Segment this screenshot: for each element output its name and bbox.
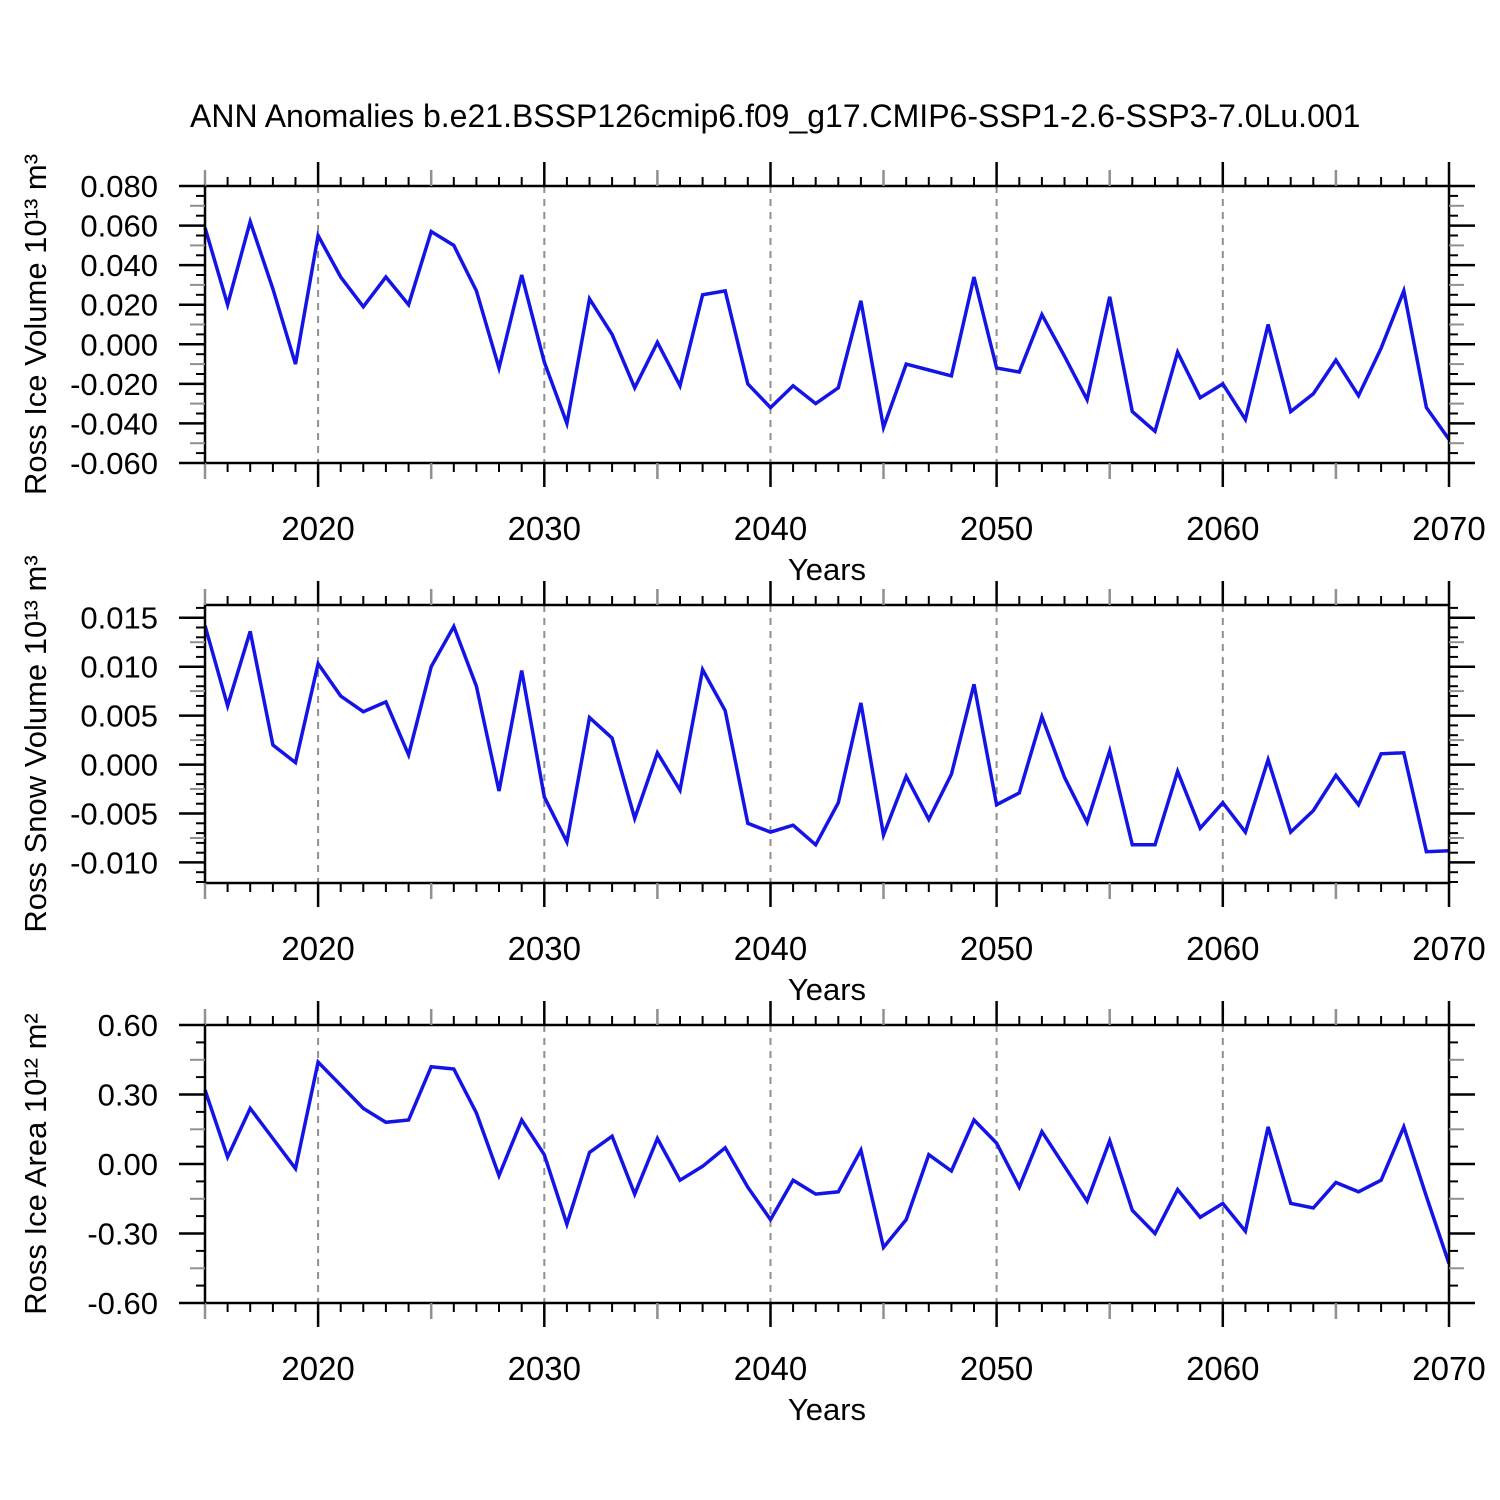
panel-3-x-axis-title: Years [788,1392,866,1427]
x-ticks [203,581,1451,907]
x-tick-label-2050: 2050 [960,930,1033,967]
plot-frame [203,1023,1451,1305]
x-tick-label-2030: 2030 [508,930,581,967]
ross-ice-area-series-line [203,1058,1451,1265]
x-tick-label-2050: 2050 [960,510,1033,547]
plot-frame [203,184,1451,465]
x-tick-label-2030: 2030 [508,1350,581,1387]
y-ticks [179,184,1475,465]
x-tick-label-2070: 2070 [1412,930,1485,967]
x-tick-label-2020: 2020 [281,510,354,547]
y-tick-label: -0.060 [70,446,158,481]
y-tick-label: -0.040 [70,406,158,441]
x-tick-label-2060: 2060 [1186,930,1259,967]
panel-ross-snow-volume: 0.015 0.010 0.005 0.000 -0.005 -0.010 2020 2030… [70,581,1486,967]
x-tick-label-2070: 2070 [1412,1350,1485,1387]
x-tick-label-2020: 2020 [281,930,354,967]
y-tick-label: 0.080 [80,169,158,204]
y-tick-label: 0.000 [80,327,158,362]
y-tick-label: 0.020 [80,288,158,323]
x-ticks [203,1001,1451,1327]
x-tick-label-2050: 2050 [960,1350,1033,1387]
x-tick-label-2030: 2030 [508,510,581,547]
y-tick-label: -0.010 [70,845,158,880]
x-tick-label-2020: 2020 [281,1350,354,1387]
y-tick-label: 0.60 [98,1008,158,1043]
y-tick-label: 0.040 [80,248,158,283]
ross-ice-volume-series-line [203,215,1451,441]
y-ticks [179,1023,1475,1305]
panel-3-y-axis-title: Ross Ice Area 10¹² m² [18,1013,53,1314]
plot-frame [203,603,1451,885]
panel-2-y-axis-title: Ross Snow Volume 10¹³ m³ [18,555,53,932]
y-tick-label: 0.005 [80,699,158,734]
panel-1-y-axis-title: Ross Ice Volume 10¹³ m³ [18,154,53,495]
panel-ross-ice-volume: 0.080 0.060 0.040 0.020 0.000 -0.020 -0.040 -0.… [70,162,1486,547]
ross-snow-volume-series-line [203,622,1450,854]
chart-title: ANN Anomalies b.e21.BSSP126cmip6.f09_g17… [190,98,1360,134]
y-tick-label: 0.000 [80,748,158,783]
y-tick-label: 0.00 [98,1147,158,1182]
x-tick-label-2060: 2060 [1186,510,1259,547]
panels-container: 0.080 0.060 0.040 0.020 0.000 -0.020 -0.040 -0.… [70,162,1486,1387]
y-tick-label: -0.60 [87,1286,158,1321]
y-tick-label: 0.30 [98,1078,158,1113]
x-tick-label-2040: 2040 [734,510,807,547]
panel-2-x-axis-title: Years [788,972,866,1007]
y-tick-label: -0.020 [70,367,158,402]
x-tick-label-2040: 2040 [734,1350,807,1387]
y-ticks [179,606,1475,883]
x-tick-label-2070: 2070 [1412,510,1485,547]
x-ticks [203,162,1451,487]
x-tick-label-2040: 2040 [734,930,807,967]
y-tick-label: -0.30 [87,1217,158,1252]
x-tick-label-2060: 2060 [1186,1350,1259,1387]
y-tick-label: 0.015 [80,601,158,636]
y-tick-label: -0.005 [70,797,158,832]
y-tick-label: 0.060 [80,209,158,244]
y-tick-label: 0.010 [80,650,158,685]
panel-ross-ice-area: 0.60 0.30 0.00 -0.30 -0.60 2020 2030 2040 2050 20… [87,1001,1486,1387]
panel-1-x-axis-title: Years [788,552,866,587]
